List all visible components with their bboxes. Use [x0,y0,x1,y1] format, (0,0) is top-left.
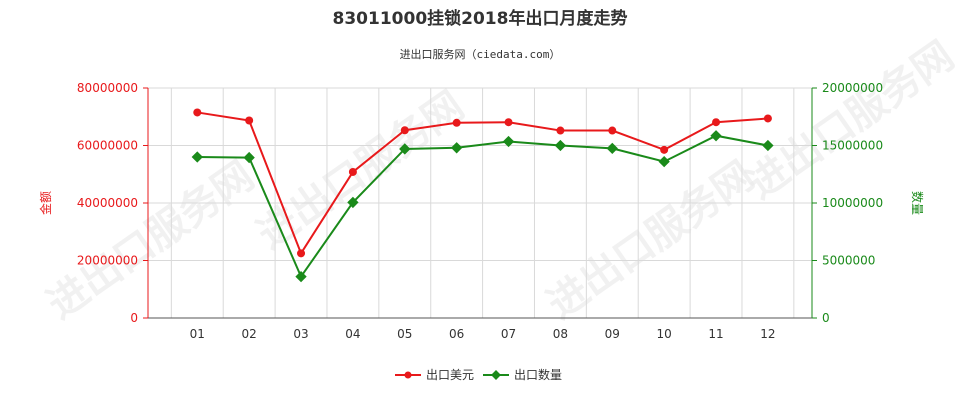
legend-item-usd[interactable]: 出口美元 [395,368,474,382]
chart-subtitle: 进出口服务网（ciedata.com） [400,47,561,61]
data-point-usd[interactable] [297,249,306,258]
series-line [197,111,768,256]
left-axis-ticks: 0 20000000 40000000 60000000 80000000 [77,81,148,325]
right-tick-label: 5000000 [822,254,875,268]
left-tick-label: 0 [130,311,138,325]
x-tick-label: 06 [449,327,464,341]
left-tick-label: 40000000 [77,196,138,210]
x-tick-label: 03 [293,327,308,341]
legend-marker-usd [404,371,412,379]
legend: 出口美元 出口数量 [395,367,562,382]
right-axis-label: 数量 [910,191,925,215]
watermark-center: 进出口服务网 [249,83,472,258]
watermark-right: 进出口服务网 [539,153,762,328]
x-tick-label: 01 [190,327,205,341]
chart-title: 83011000挂锁2018年出口月度走势 [333,8,628,29]
data-point-qty[interactable] [191,151,203,163]
data-point-usd[interactable] [400,126,409,135]
data-point-usd[interactable] [660,145,669,154]
x-tick-label: 10 [657,327,672,341]
data-point-usd[interactable] [504,118,513,127]
x-tick-label: 08 [553,327,568,341]
legend-marker-qty [491,370,501,380]
data-point-usd[interactable] [763,114,772,123]
legend-label-usd: 出口美元 [426,368,474,382]
legend-label-qty: 出口数量 [514,367,562,382]
data-point-usd[interactable] [193,108,202,117]
data-point-qty[interactable] [399,143,411,155]
data-point-qty[interactable] [762,139,774,152]
series-layer [191,108,774,283]
data-point-qty[interactable] [554,139,567,152]
right-tick-label: 15000000 [822,139,883,153]
series-0 [193,108,772,258]
x-tick-label: 11 [708,327,723,341]
x-tick-label: 12 [760,327,775,341]
data-point-usd[interactable] [348,167,357,176]
data-point-usd[interactable] [712,118,721,127]
watermark-left: 进出口服务网 [39,153,262,328]
right-tick-label: 0 [822,311,830,325]
x-axis-ticks: 01 02 03 04 05 06 07 08 09 10 11 12 [190,327,776,341]
legend-item-qty[interactable]: 出口数量 [483,367,562,382]
x-tick-label: 05 [397,327,412,341]
x-tick-label: 02 [242,327,257,341]
x-tick-label: 09 [605,327,620,341]
left-axis-label: 金额 [38,191,53,215]
left-tick-label: 80000000 [77,81,138,95]
data-point-qty[interactable] [710,130,722,142]
left-tick-label: 60000000 [77,139,138,153]
data-point-qty[interactable] [450,142,463,154]
data-point-qty[interactable] [243,151,255,164]
data-point-qty[interactable] [606,142,618,155]
watermark-far-right: 进出口服务网 [739,33,960,208]
right-tick-label: 20000000 [822,81,883,95]
right-tick-label: 10000000 [822,196,883,210]
series-1 [191,130,774,283]
x-tick-label: 07 [501,327,516,341]
data-point-qty[interactable] [658,155,670,168]
left-tick-label: 20000000 [77,254,138,268]
data-point-qty[interactable] [295,270,307,283]
series-line [197,134,769,279]
data-point-qty[interactable] [347,196,359,209]
data-point-qty[interactable] [502,135,515,148]
data-point-usd[interactable] [556,126,565,135]
data-point-usd[interactable] [245,116,254,125]
data-point-usd[interactable] [452,118,461,127]
x-tick-label: 04 [345,327,360,341]
right-axis-ticks: 0 5000000 10000000 15000000 20000000 [812,81,883,325]
data-point-usd[interactable] [608,126,617,135]
